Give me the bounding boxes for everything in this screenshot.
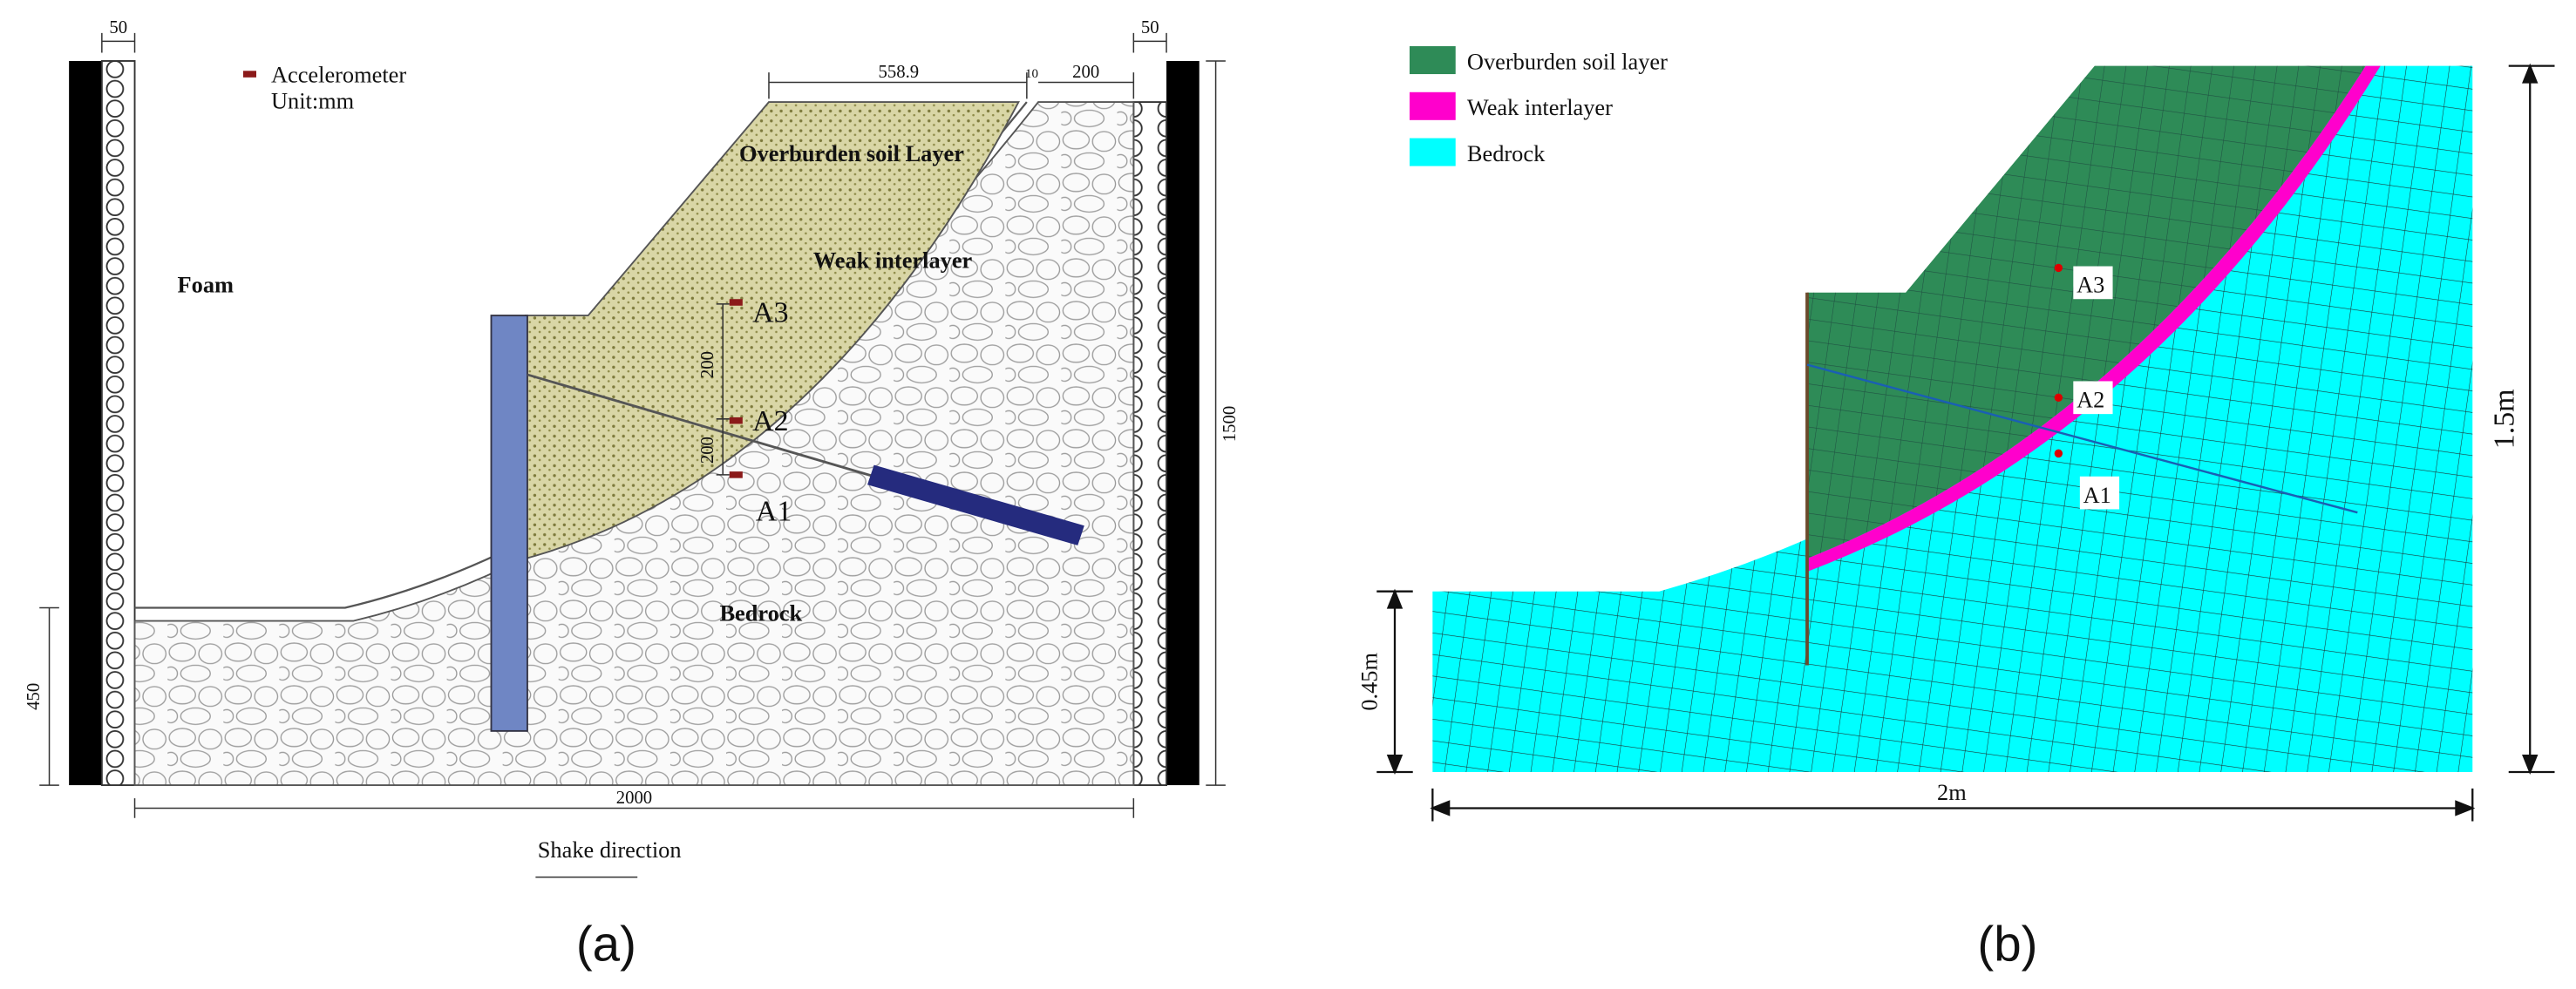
legend-label: Unit:mm	[271, 88, 355, 114]
region-label: Foam	[178, 272, 234, 298]
dim: 450	[24, 683, 44, 710]
label-bg	[2079, 476, 2120, 510]
sensor-label: A3	[752, 297, 788, 329]
anchor-rod	[527, 373, 874, 478]
dim: 10	[1025, 67, 1038, 81]
mesh	[1807, 65, 2366, 559]
wall-right	[1166, 60, 1200, 786]
wall-left	[69, 60, 102, 786]
accel	[729, 299, 743, 306]
legend-label: Bedrock	[1467, 140, 1546, 166]
pile	[490, 315, 528, 732]
legend-swatch	[1409, 138, 1456, 166]
caption: (a)	[576, 917, 636, 972]
dimension-lines	[1376, 63, 2555, 822]
anchor-body	[867, 464, 1084, 545]
sensor	[2054, 449, 2063, 458]
accel	[729, 471, 743, 478]
dim: 200	[698, 351, 717, 378]
dim: 0.45m	[1356, 653, 1382, 711]
anchor	[1806, 363, 2358, 514]
region-label: Bedrock	[719, 600, 802, 627]
label-bg	[2073, 266, 2113, 300]
sensor-label: A2	[752, 405, 788, 437]
dim: 2m	[1937, 779, 1967, 805]
dim: 1500	[1220, 406, 1240, 442]
sensor-label: A2	[2076, 387, 2104, 413]
panel-b: A3 A2 A1 Overburden soil layer Weak inte…	[1356, 46, 2555, 972]
sensor	[2054, 393, 2063, 403]
label-bg	[2073, 381, 2113, 415]
dim: 50	[1141, 18, 1159, 37]
dimension-lines	[39, 32, 1226, 878]
legend-label: Accelerometer	[271, 61, 406, 87]
panel-a: 50 50 558.9 10 200 200 200 1500 450 2000…	[24, 18, 1240, 972]
dim: 1.5m	[2488, 389, 2520, 449]
region-label: Weak interlayer	[813, 247, 973, 273]
overburden	[525, 101, 1020, 560]
legend-swatch	[1409, 46, 1456, 75]
region-label: Overburden soil Layer	[739, 140, 964, 166]
dim: 558.9	[879, 63, 920, 82]
legend-label: Weak interlayer	[1467, 94, 1613, 120]
accel-legend	[242, 71, 256, 78]
mesh	[1432, 65, 2473, 772]
legend-swatch	[1409, 91, 1456, 120]
accel	[729, 417, 743, 424]
shake-label: Shake direction	[538, 837, 682, 863]
dim: 200	[698, 437, 717, 464]
legend-label: Overburden soil layer	[1467, 48, 1668, 74]
sensor	[2054, 263, 2063, 273]
foam-left	[100, 60, 136, 787]
dim: 50	[109, 18, 127, 37]
sensor-label: A1	[2083, 482, 2111, 508]
sensor-label: A1	[756, 496, 792, 528]
caption: (b)	[1977, 917, 2037, 972]
dim: 2000	[616, 789, 652, 808]
dim: 200	[1072, 63, 1099, 82]
sensor-label: A3	[2076, 272, 2104, 298]
foam-right	[1132, 101, 1167, 787]
